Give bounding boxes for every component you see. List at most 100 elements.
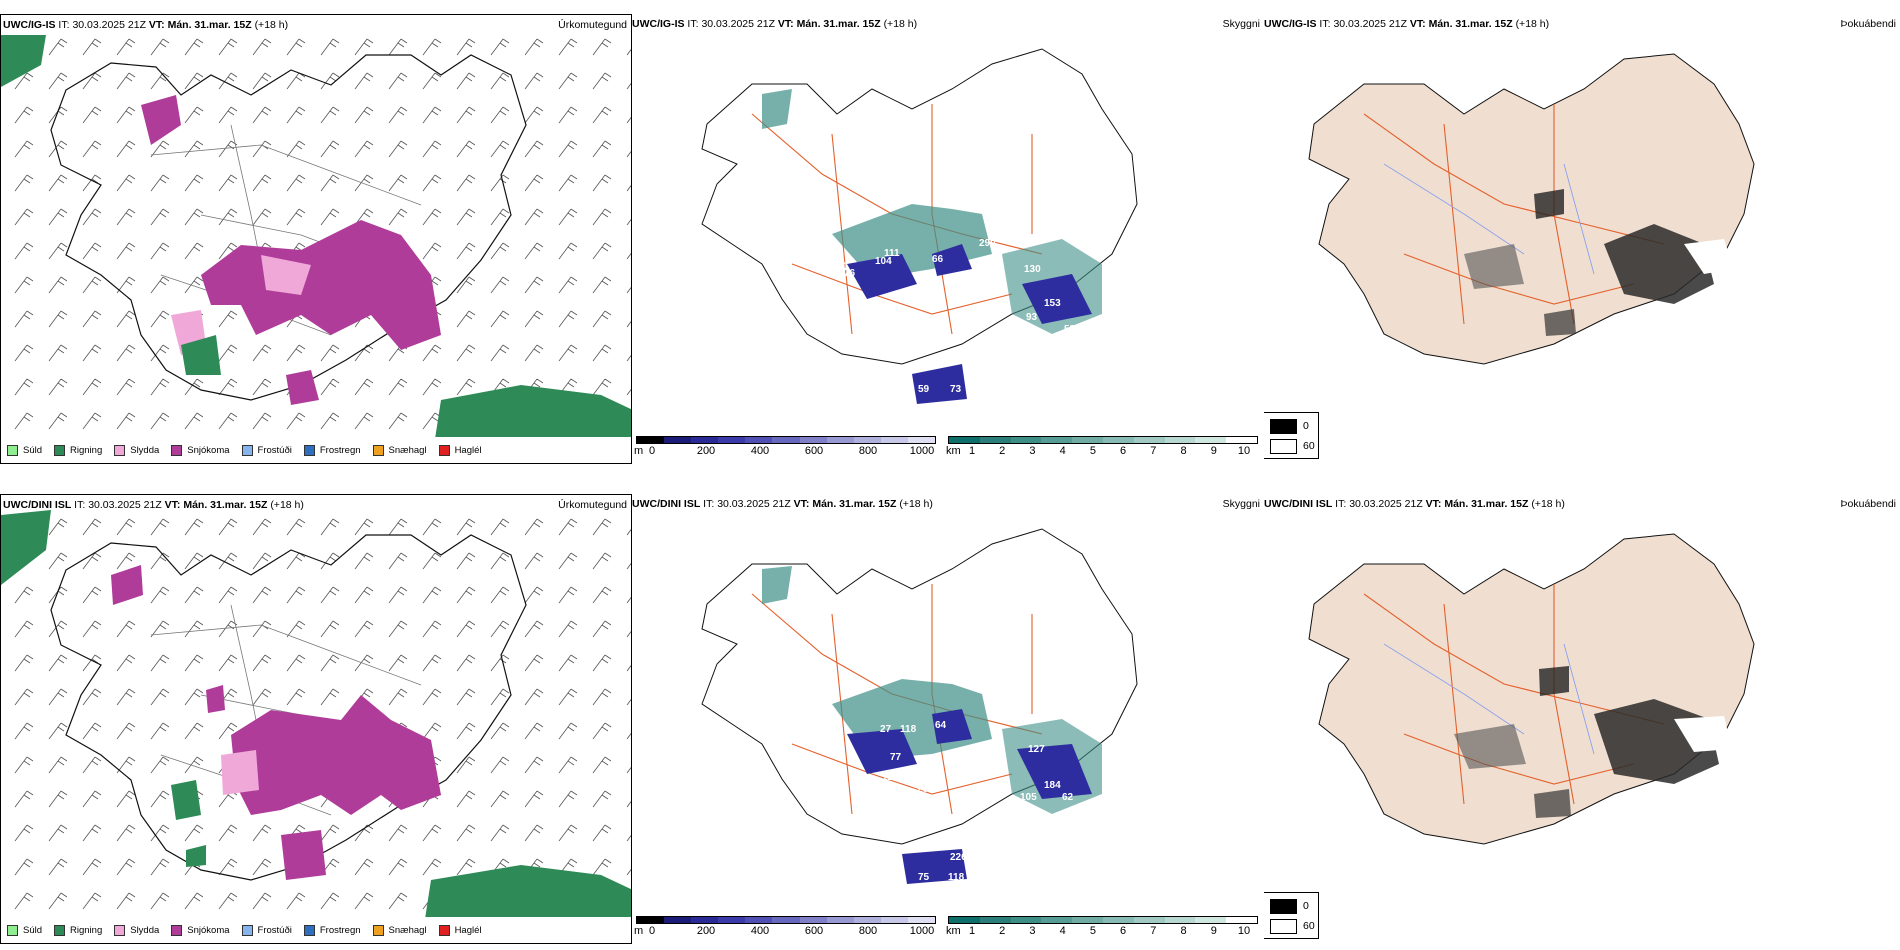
wind-barb [150, 824, 170, 842]
wind-barb [116, 412, 136, 430]
wind-barb [82, 892, 102, 910]
wind-barb [184, 552, 204, 570]
wind-barb [150, 344, 170, 362]
wind-barb [558, 208, 578, 226]
wind-barb [82, 208, 102, 226]
wind-barb [354, 552, 374, 570]
colorbar-swatch [826, 437, 854, 443]
wind-barb [558, 72, 578, 90]
wind-barb [218, 654, 238, 672]
wind-barb [626, 388, 631, 396]
wind-barb [592, 140, 612, 158]
wind-barb [218, 412, 238, 430]
wind-barb [286, 140, 306, 158]
wind-barb [184, 412, 204, 430]
legend-swatch [438, 444, 450, 456]
wind-barb [116, 858, 136, 876]
wind-barb [116, 72, 136, 90]
wind-barb [286, 892, 306, 910]
cloud-base-label: 360 [977, 826, 994, 837]
wind-barb [524, 654, 544, 672]
wind-barb [456, 756, 476, 774]
legend-item-slydda: Slydda [114, 924, 159, 936]
wind-barb [490, 310, 510, 328]
cloud-base-label: 118 [900, 724, 917, 735]
cloud-base-label: 111 [884, 248, 900, 259]
colorbar-swatch [1133, 917, 1165, 923]
legend-label: Súld [23, 444, 43, 456]
vt-value: Mán. 31.mar. 15Z [1444, 498, 1529, 510]
cloud-base-label: 53 [1064, 324, 1076, 335]
legend-item-snjókoma: Snjókoma [171, 444, 230, 456]
wind-barb [490, 756, 510, 774]
wind-barb [48, 654, 68, 672]
wind-barb [490, 790, 510, 808]
colorbar-tick: 0 [648, 925, 656, 937]
wind-barb [626, 528, 631, 536]
panel-title: UWC/DINI ISL IT: 30.03.2025 21Z VT: Mán.… [1264, 498, 1565, 510]
vt-label: VT: [1425, 498, 1442, 510]
colorbar-swatch [1226, 917, 1257, 923]
fog-panel-top: UWC/IG-IS IT: 30.03.2025 21Z VT: Mán. 31… [1264, 14, 1900, 464]
legend-label: Snæhagl [388, 444, 427, 456]
cloud-base-label: 73 [950, 384, 962, 395]
wind-barb [14, 140, 34, 158]
wind-barb [558, 38, 578, 56]
panel-title: UWC/DINI ISL IT: 30.03.2025 21Z VT: Mán.… [632, 498, 933, 510]
wind-barb [490, 654, 510, 672]
legend-item-súld: Súld [7, 444, 43, 456]
wind-barb [218, 106, 238, 124]
it-value: 30.03.2025 21Z [1333, 18, 1407, 30]
wind-barb [14, 106, 34, 124]
fog-key-value-0: 0 [1303, 900, 1309, 912]
legend-item-frostúði: Frostúði [241, 444, 292, 456]
panel-title: UWC/IG-IS IT: 30.03.2025 21Z VT: Mán. 31… [632, 18, 917, 30]
wind-barb [14, 412, 34, 430]
wind-barb [592, 790, 612, 808]
wind-barb [388, 654, 408, 672]
wind-barb [320, 892, 340, 910]
wind-barb [184, 72, 204, 90]
cloud-base-label: 93 [1026, 312, 1038, 323]
wind-barb [626, 184, 631, 192]
wind-barb [116, 106, 136, 124]
wind-barb [252, 344, 272, 362]
wind-barb [48, 412, 68, 430]
wind-barb [524, 722, 544, 740]
wind-barb [388, 174, 408, 192]
fog-key-value-0: 0 [1303, 420, 1309, 432]
wind-barb [456, 140, 476, 158]
wind-barb [48, 72, 68, 90]
wind-barb [592, 276, 612, 294]
wind-barb [422, 140, 442, 158]
wind-barb [252, 38, 272, 56]
fog-key-swatch-0 [1270, 419, 1297, 434]
wind-barb [558, 654, 578, 672]
wind-barb [150, 242, 170, 260]
wind-barb [252, 858, 272, 876]
wind-barb [184, 688, 204, 706]
cloud-base-label: 110 [864, 304, 881, 315]
wind-barb [218, 552, 238, 570]
colorbar-swatch [949, 917, 980, 923]
cloud-base-label: 130 [1024, 264, 1041, 275]
wind-barb [48, 824, 68, 842]
legend-swatch [54, 924, 66, 936]
legend-label: Frostúði [257, 444, 292, 456]
wind-barb [524, 620, 544, 638]
colorbar-tick: 600 [804, 925, 824, 937]
wind-barb [14, 344, 34, 362]
wind-barb [592, 722, 612, 740]
wind-barb [592, 208, 612, 226]
colorbar-swatch [880, 917, 908, 923]
wind-barb [490, 140, 510, 158]
wind-barb [388, 824, 408, 842]
wind-barb [456, 174, 476, 192]
visibility-panel-top: 104 76 66 290 130 153 93 53 59 73 80 110 111 141 Skyg… [632, 14, 1264, 464]
wind-barb [252, 174, 272, 192]
wind-barb [184, 824, 204, 842]
colorbar-swatch [718, 437, 746, 443]
wind-barb [48, 378, 68, 396]
wind-barb [48, 790, 68, 808]
legend-swatch [372, 444, 384, 456]
